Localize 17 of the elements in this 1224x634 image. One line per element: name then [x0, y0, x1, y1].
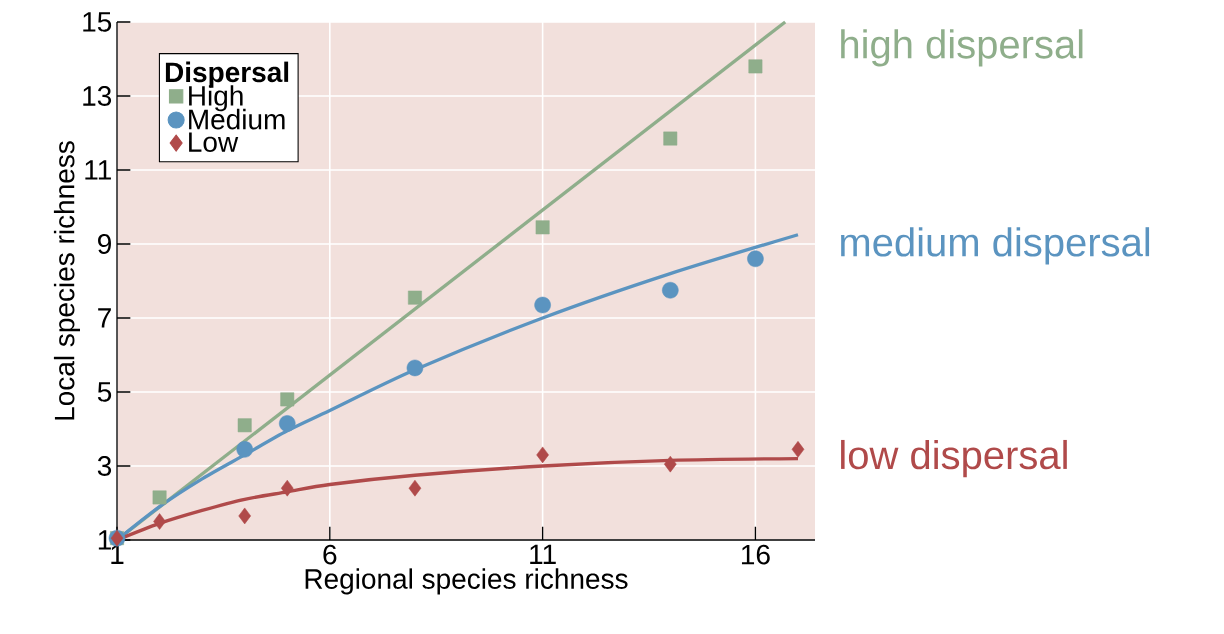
text: low dispersal: [841, 439, 1067, 478]
y-axis-title: Local species richness: [53, 141, 80, 420]
y-tick-label: 15: [83, 12, 112, 32]
y-tick-label: 9: [98, 234, 111, 254]
text: medium dispersal: [841, 227, 1150, 265]
y-tick-label: 7: [98, 308, 111, 328]
y-tick-label: 13: [83, 86, 112, 106]
y-tick-label: 11: [85, 160, 111, 180]
y-tick-label: 1: [98, 530, 111, 550]
y-tick-label: 3: [97, 456, 112, 476]
x-axis-title: Regional species richness: [305, 568, 628, 595]
legend-label: Low: [189, 132, 239, 152]
x-tick-label: 6: [323, 544, 337, 565]
x-tick-label: 16: [741, 544, 770, 565]
x-tick-label: 11: [530, 544, 556, 564]
y-tick-label: 5: [97, 382, 112, 402]
text: high dispersal: [841, 29, 1083, 67]
